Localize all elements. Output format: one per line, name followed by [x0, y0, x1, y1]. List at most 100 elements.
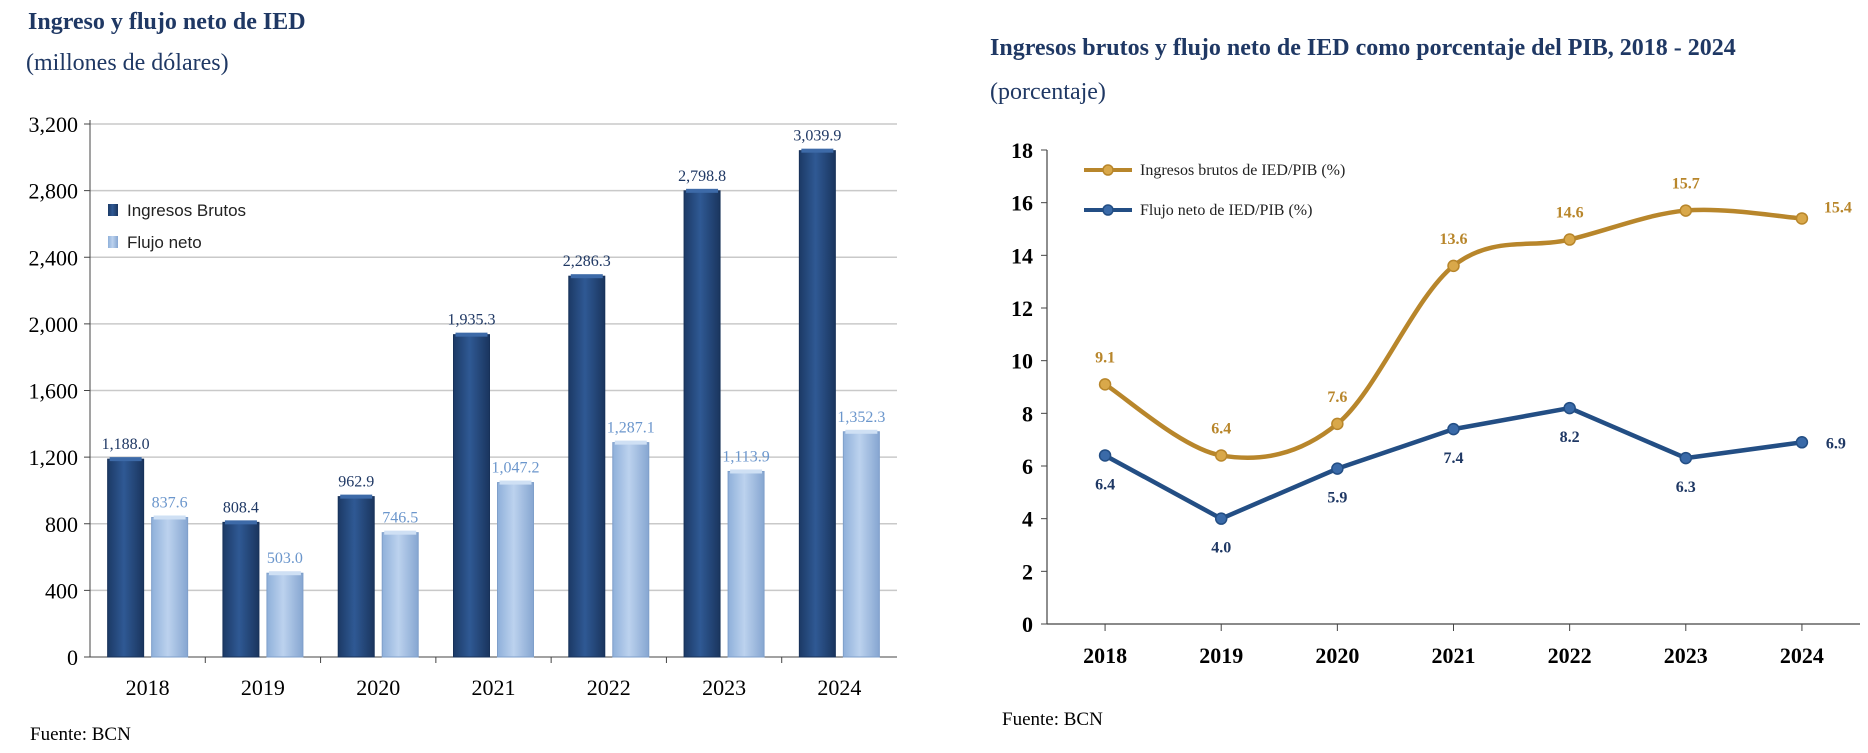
data-label-flujo-pib: 8.2 — [1560, 429, 1580, 446]
line-chart-subtitle: (porcentaje) — [990, 79, 1106, 105]
y-tick-label: 10 — [1011, 349, 1033, 374]
line-chart-data-labels: 9.1 6.4 7.6 13.6 14.6 15.7 15.4 6.4 4.0 5.9 7.4 8.2… — [1095, 176, 1852, 557]
bar-chart-bars — [108, 149, 880, 657]
data-label-flujo-pib: 5.9 — [1327, 490, 1347, 507]
bar-chart-ied: Ingreso y flujo neto de IED (millones de… — [0, 0, 960, 753]
x-tick-label: 2020 — [356, 675, 400, 700]
bar-top-cap — [154, 515, 186, 519]
x-tick-label: 2024 — [817, 675, 861, 700]
y-tick-label: 400 — [45, 578, 78, 603]
legend-label-flujo-pib: Flujo neto de IED/PIB (%) — [1140, 202, 1312, 219]
bar-ingresos-brutos — [569, 276, 605, 657]
legend-label-ingresos-pib: Ingresos brutos de IED/PIB (%) — [1140, 162, 1345, 179]
y-tick-label: 0 — [1022, 612, 1033, 637]
y-tick-label: 4 — [1022, 507, 1033, 532]
data-label-ingresos-pib: 15.7 — [1672, 176, 1700, 193]
legend-marker-ingresos-pib — [1103, 165, 1113, 175]
y-tick-label: 2 — [1022, 559, 1033, 584]
bar-top-cap — [730, 469, 762, 473]
data-label-ingresos-brutos: 2,286.3 — [563, 253, 611, 270]
line-chart-title: Ingresos brutos y flujo neto de IED como… — [990, 35, 1736, 61]
point-ingresos-pib — [1216, 450, 1227, 461]
data-label-flujo-neto: 1,047.2 — [492, 460, 540, 477]
bar-ingresos-brutos — [338, 497, 374, 657]
y-tick-label: 6 — [1022, 454, 1033, 479]
line-chart-y-axis: 0 2 4 6 8 10 12 14 16 18 — [1011, 138, 1047, 637]
point-flujo-pib — [1680, 453, 1691, 464]
legend-swatch-ingresos-brutos — [108, 204, 118, 216]
bar-top-cap — [500, 481, 532, 485]
legend-marker-flujo-pib — [1103, 205, 1113, 215]
line-chart-series — [1100, 205, 1808, 524]
bar-chart-source: Fuente: BCN — [30, 724, 131, 745]
data-label-flujo-neto: 1,352.3 — [837, 409, 885, 426]
x-tick-label: 2020 — [1315, 643, 1359, 668]
data-label-ingresos-brutos: 808.4 — [223, 499, 259, 516]
data-label-ingresos-pib: 13.6 — [1440, 231, 1468, 248]
y-tick-label: 2,000 — [29, 312, 79, 337]
bar-top-cap — [225, 520, 257, 524]
data-label-flujo-pib: 6.4 — [1095, 476, 1115, 493]
x-tick-label: 2019 — [1199, 643, 1243, 668]
data-label-ingresos-brutos: 1,188.0 — [102, 436, 150, 453]
bar-top-cap — [801, 149, 833, 153]
bar-chart-subtitle: (millones de dólares) — [26, 50, 229, 76]
point-flujo-pib — [1564, 403, 1575, 414]
point-ingresos-pib — [1680, 205, 1691, 216]
bar-chart-legend: Ingresos Brutos Flujo neto — [108, 201, 246, 252]
data-label-flujo-neto: 746.5 — [382, 510, 418, 527]
bar-ingresos-brutos — [223, 522, 259, 657]
bar-flujo-neto — [728, 471, 764, 657]
data-label-flujo-neto: 1,287.1 — [607, 420, 655, 437]
bar-chart-x-axis: 2018 2019 2020 2021 2022 2023 2024 — [126, 657, 862, 700]
bar-flujo-neto — [152, 517, 188, 657]
data-label-ingresos-pib: 9.1 — [1095, 349, 1115, 366]
bar-chart-data-labels: 1,188.0 837.6 808.4 503.0 962.9 746.5 1,935.3 1… — [102, 128, 886, 568]
y-tick-label: 0 — [67, 645, 78, 670]
bar-top-cap — [615, 441, 647, 445]
y-tick-label: 16 — [1011, 191, 1033, 216]
y-tick-label: 18 — [1011, 138, 1033, 163]
data-label-ingresos-brutos: 962.9 — [338, 474, 374, 491]
data-label-flujo-pib: 6.3 — [1676, 479, 1696, 496]
data-label-flujo-pib: 4.0 — [1211, 540, 1231, 557]
x-tick-label: 2021 — [1432, 643, 1476, 668]
bar-ingresos-brutos — [684, 191, 720, 657]
bar-top-cap — [269, 571, 301, 575]
data-label-ingresos-brutos: 1,935.3 — [448, 312, 496, 329]
data-label-ingresos-pib: 7.6 — [1327, 389, 1347, 406]
point-flujo-pib — [1448, 424, 1459, 435]
point-flujo-pib — [1332, 463, 1343, 474]
point-flujo-pib — [1216, 513, 1227, 524]
x-tick-label: 2022 — [1548, 643, 1592, 668]
line-chart-x-axis: 2018 2019 2020 2021 2022 2023 2024 — [1083, 624, 1824, 668]
data-label-ingresos-brutos: 3,039.9 — [793, 128, 841, 145]
point-flujo-pib — [1796, 437, 1807, 448]
bar-flujo-neto — [498, 483, 534, 657]
bar-top-cap — [384, 531, 416, 535]
y-tick-label: 1,200 — [29, 445, 79, 470]
bar-top-cap — [845, 430, 877, 434]
line-chart-legend: Ingresos brutos de IED/PIB (%) Flujo net… — [1084, 162, 1345, 219]
bar-flujo-neto — [267, 573, 303, 657]
line-chart-ied-pib: Ingresos brutos y flujo neto de IED como… — [980, 0, 1868, 753]
x-tick-label: 2019 — [241, 675, 285, 700]
bar-chart-gridlines — [90, 124, 897, 590]
y-tick-label: 800 — [45, 512, 78, 537]
data-label-flujo-neto: 837.6 — [152, 494, 188, 511]
y-tick-label: 12 — [1011, 296, 1033, 321]
data-label-flujo-neto: 503.0 — [267, 550, 303, 567]
data-label-ingresos-pib: 6.4 — [1211, 420, 1231, 437]
x-tick-label: 2023 — [702, 675, 746, 700]
x-tick-label: 2024 — [1780, 643, 1824, 668]
point-ingresos-pib — [1100, 379, 1111, 390]
legend-label-flujo-neto: Flujo neto — [127, 233, 202, 252]
x-tick-label: 2023 — [1664, 643, 1708, 668]
x-tick-label: 2021 — [472, 675, 516, 700]
point-ingresos-pib — [1796, 213, 1807, 224]
y-tick-label: 1,600 — [29, 379, 79, 404]
data-label-ingresos-brutos: 2,798.8 — [678, 168, 726, 185]
point-ingresos-pib — [1564, 234, 1575, 245]
legend-swatch-flujo-neto — [108, 236, 118, 248]
x-tick-label: 2018 — [1083, 643, 1127, 668]
